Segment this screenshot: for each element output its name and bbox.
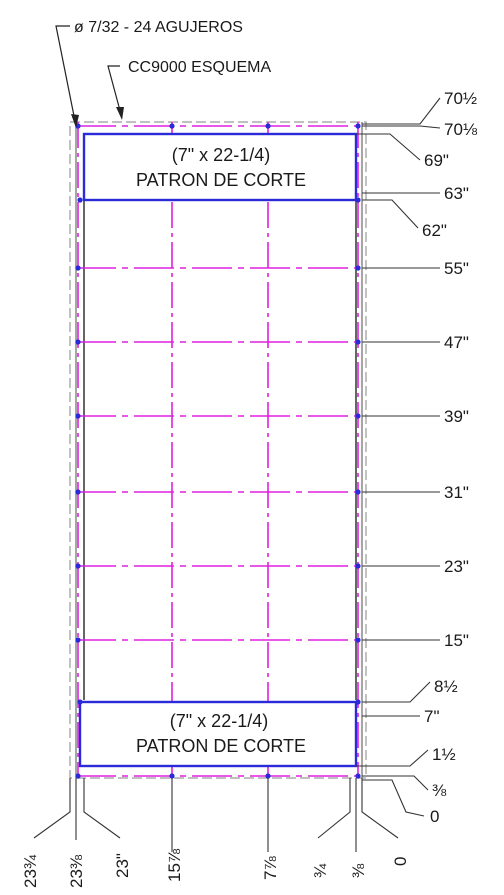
right-dimension-label: 15" (444, 631, 469, 650)
hole-dot (355, 123, 361, 129)
hole-dot (355, 265, 361, 271)
hole-dot (169, 123, 175, 129)
hole-dot (75, 265, 81, 271)
hole-dot (355, 413, 361, 419)
right-dimension-label: 39" (444, 407, 469, 426)
bottom-dimension-label: 15⅞ (165, 848, 184, 882)
holes-leader (55, 25, 77, 127)
right-dimension-leader (362, 775, 429, 791)
hole-dot (355, 563, 361, 569)
bottom-dimension-label: 7⅞ (261, 856, 280, 880)
right-dimension-label: 70½ (444, 89, 477, 108)
holes-leader-arrowhead (71, 114, 79, 128)
scheme-callout: CC9000 ESQUEMA (128, 59, 271, 76)
bottom-dimension-label: ⅜ (349, 863, 368, 878)
holes-callout: ø 7/32 - 24 AGUJEROS (74, 19, 243, 36)
right-dimension-leader (362, 199, 419, 229)
bottom-dimension-leader (361, 778, 399, 839)
right-dimension-leader (362, 779, 425, 817)
bottom-dimension-label: ¾ (311, 863, 330, 878)
hole-dot (169, 773, 175, 779)
hole-dot (75, 339, 81, 345)
right-dimension-leader (362, 97, 441, 125)
bottom-dimension-leader (317, 778, 351, 839)
right-dimension-label: 31" (444, 483, 469, 502)
right-dimension-leader (356, 749, 429, 767)
hole-dot (355, 637, 361, 643)
right-dimension-label: 23" (444, 557, 469, 576)
hole-dot (355, 339, 361, 345)
hole-dot (355, 489, 361, 495)
bottom-dimension-label: 0 (391, 857, 410, 866)
hole-dot (75, 773, 81, 779)
right-dimension-leader (362, 681, 431, 703)
scheme-leader (107, 65, 123, 119)
grid-horizontal-lines (76, 125, 362, 777)
hole-dot (265, 773, 271, 779)
right-dimension-leader (362, 125, 441, 129)
cut-pattern-top-box (82, 132, 358, 202)
hole-dot (355, 699, 361, 705)
hole-dot (77, 197, 83, 203)
bottom-dimension-labels: 23¾ 23⅜ 23" 15⅞ 7⅞ ¾ ⅜ 0 (21, 848, 410, 888)
right-dimension-label: 7" (424, 707, 440, 726)
bottom-dimension-label: 23¾ (21, 854, 40, 888)
hole-dot (77, 699, 83, 705)
cut-pattern-bottom-size: (7" x 22-1/4) (170, 711, 268, 731)
right-dimension-label: 69" (424, 151, 449, 170)
right-dimension-leader (356, 133, 421, 161)
hole-dot (75, 637, 81, 643)
bottom-dimension-leader (83, 778, 121, 839)
right-dimension-label: 8½ (434, 677, 458, 696)
bottom-dimension-leader (33, 778, 71, 839)
right-dimension-label: 62" (422, 221, 447, 240)
bottom-dimension-leaders (33, 778, 399, 852)
bottom-dimension-label: 23⅜ (67, 854, 86, 888)
hole-markers (75, 123, 361, 779)
right-dimension-label: ⅜ (432, 781, 447, 800)
bottom-dimension-label: 23" (113, 853, 132, 878)
right-dimension-label: 1½ (432, 745, 456, 764)
hole-dot (265, 123, 271, 129)
hole-dot (75, 413, 81, 419)
right-dimension-label: 47" (444, 333, 469, 352)
hole-dot (75, 489, 81, 495)
right-dimension-label: 63" (444, 184, 469, 203)
hole-dot (355, 197, 361, 203)
cut-pattern-top-size: (7" x 22-1/4) (172, 145, 270, 165)
outer-dashed-boundary (69, 121, 367, 779)
right-dimension-label: 55" (444, 259, 469, 278)
cut-pattern-bottom-label: PATRON DE CORTE (136, 736, 306, 756)
right-dimension-labels: 70½ 70⅛ 69" 63" 62" 55" 47" 39" 31" 23" 15" 8½ 7" 1½ ⅜… (422, 89, 478, 826)
hole-dot (355, 773, 361, 779)
right-dimension-leaders (356, 97, 441, 817)
scheme-leader-arrowhead (116, 107, 124, 120)
right-dimension-label: 70⅛ (444, 120, 478, 139)
right-dimension-label: 0 (430, 807, 439, 826)
cut-pattern-bottom-box (78, 700, 358, 768)
hole-dot (75, 563, 81, 569)
cut-pattern-top-label: PATRON DE CORTE (136, 170, 306, 190)
callout-leaders (55, 25, 123, 127)
